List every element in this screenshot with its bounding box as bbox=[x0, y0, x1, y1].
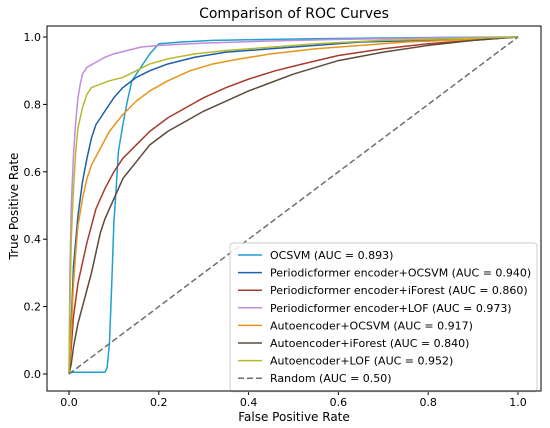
legend-entry: Periodicformer encoder+OCSVM (AUC = 0.94… bbox=[270, 267, 531, 280]
legend-entry: Autoencoder+LOF (AUC = 0.952) bbox=[270, 355, 453, 368]
roc-series-line-4 bbox=[68, 36, 519, 375]
y-tick-label: 0.6 bbox=[24, 166, 42, 179]
x-tick-label: 0.0 bbox=[60, 396, 78, 409]
y-axis-label: True Positive Rate bbox=[7, 153, 21, 261]
legend-entry: Autoencoder+OCSVM (AUC = 0.917) bbox=[270, 319, 473, 332]
legend-entry: Autoencoder+iForest (AUC = 0.840) bbox=[270, 337, 469, 350]
chart-title: Comparison of ROC Curves bbox=[199, 6, 389, 22]
y-tick-label: 1.0 bbox=[24, 31, 42, 44]
x-axis-label: False Positive Rate bbox=[238, 410, 350, 424]
legend-entry: Periodicformer encoder+iForest (AUC = 0.… bbox=[270, 284, 528, 297]
y-tick-label: 0.4 bbox=[24, 233, 42, 246]
roc-series-line-8 bbox=[68, 36, 519, 375]
series-layer bbox=[68, 36, 519, 375]
legend-entry: Periodicformer encoder+LOF (AUC = 0.973) bbox=[270, 302, 512, 315]
x-tick-label: 0.4 bbox=[240, 396, 258, 409]
roc-series-line-5 bbox=[68, 36, 519, 375]
roc-series-line-3 bbox=[68, 36, 519, 375]
axes-layer: 0.0 0.2 0.4 0.6 0.8 1.0 0.0 0.2 0.4 0.6 0.8 1.0 bbox=[24, 31, 527, 409]
legend-entry: OCSVM (AUC = 0.893) bbox=[270, 249, 393, 262]
y-tick-label: 0.0 bbox=[24, 368, 42, 381]
x-tick-label: 0.6 bbox=[330, 396, 348, 409]
y-tick-label: 0.8 bbox=[24, 98, 42, 111]
x-tick-label: 1.0 bbox=[509, 396, 527, 409]
roc-series-line-7 bbox=[68, 36, 519, 375]
legend-box bbox=[229, 242, 538, 393]
plot-frame bbox=[46, 25, 542, 392]
legend: OCSVM (AUC = 0.893) Periodicformer encode… bbox=[229, 242, 538, 393]
x-tick-label: 0.8 bbox=[419, 396, 437, 409]
legend-entry: Random (AUC = 0.50) bbox=[270, 372, 392, 385]
roc-series-line-1 bbox=[68, 36, 519, 374]
y-tick-label: 0.2 bbox=[24, 301, 42, 314]
roc-series-line-6 bbox=[68, 36, 519, 375]
roc-series-line-2 bbox=[68, 36, 519, 375]
x-tick-label: 0.2 bbox=[150, 396, 168, 409]
